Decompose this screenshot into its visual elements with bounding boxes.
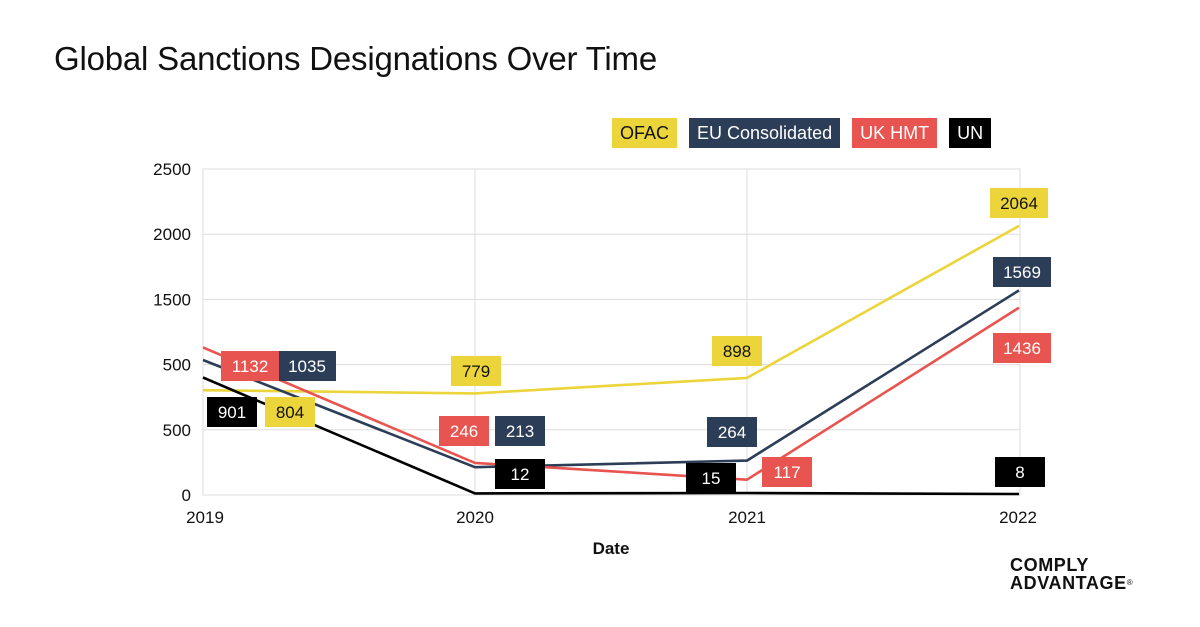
- data-label-box-uk-hmt: [439, 416, 489, 446]
- data-label-box-un: [207, 397, 257, 427]
- series-line-uk-hmt: [202, 306, 1020, 482]
- plot-frame: [202, 168, 1021, 496]
- data-label-uk-hmt: 1132: [232, 357, 269, 376]
- data-label-ofac: 779: [462, 362, 490, 381]
- brand-logo: COMPLY ADVANTAGE®: [1010, 556, 1133, 592]
- data-label-ofac: 898: [723, 342, 751, 361]
- x-tick-label: 2019: [186, 508, 224, 527]
- data-label-eu-consolidated: 213: [506, 422, 534, 441]
- x-tick-label: 2021: [728, 508, 766, 527]
- x-tick-label: 2020: [456, 508, 494, 527]
- registered-mark: ®: [1126, 578, 1134, 587]
- chart-title: Global Sanctions Designations Over Time: [54, 40, 657, 77]
- data-label-uk-hmt: 246: [450, 422, 478, 441]
- data-label-un: 901: [218, 403, 246, 422]
- y-tick-label: 2000: [153, 225, 191, 244]
- data-label-un: 12: [511, 465, 530, 484]
- data-label-box-ofac: [451, 356, 501, 386]
- y-tick-label: 0: [182, 486, 191, 505]
- data-label-uk-hmt: 1436: [1003, 339, 1041, 358]
- data-label-un: 8: [1015, 463, 1024, 482]
- legend-ofac: OFAC: [612, 118, 678, 148]
- y-tick-label: 500: [163, 421, 191, 440]
- series-line-eu-consolidated: [202, 289, 1020, 469]
- series-line-ofac: [202, 224, 1020, 395]
- legend-un: UN: [949, 118, 992, 148]
- data-label-uk-hmt: 117: [773, 463, 800, 482]
- y-tick-label: 500: [163, 356, 191, 375]
- data-label-eu-consolidated: 1569: [1003, 263, 1041, 282]
- data-label-box-un: [686, 463, 736, 493]
- data-label-eu-consolidated: 1035: [288, 357, 326, 376]
- data-label-un: 15: [702, 469, 721, 488]
- x-axis-label: Date: [593, 539, 630, 558]
- y-tick-label: 1500: [153, 290, 191, 309]
- data-label-box-ofac: [712, 336, 762, 366]
- data-label-ofac: 2064: [1000, 194, 1038, 213]
- legend: OFAC EU Consolidated UK HMT UN: [612, 118, 992, 148]
- data-label-ofac: 804: [276, 403, 304, 422]
- data-label-box-ofac: [990, 188, 1048, 218]
- data-label-eu-consolidated: 264: [718, 423, 746, 442]
- y-tick-label: 2500: [153, 160, 191, 179]
- data-label-box-eu-consolidated: [495, 416, 545, 446]
- data-label-box-uk-hmt: [993, 333, 1051, 363]
- data-label-box-uk-hmt: [762, 457, 812, 487]
- data-label-box-ofac: [265, 397, 315, 427]
- data-label-box-eu-consolidated: [278, 351, 336, 381]
- legend-uk-hmt: UK HMT: [852, 118, 938, 148]
- brand-line-2: ADVANTAGE: [1010, 573, 1127, 593]
- series-line-un: [202, 376, 1020, 496]
- data-label-box-eu-consolidated: [993, 257, 1051, 287]
- brand-line-1: COMPLY: [1010, 555, 1089, 575]
- data-label-box-eu-consolidated: [707, 417, 757, 447]
- data-label-box-un: [495, 459, 545, 489]
- legend-eu-consolidated: EU Consolidated: [689, 118, 841, 148]
- data-label-box-uk-hmt: [221, 351, 279, 381]
- x-tick-label: 2022: [999, 508, 1037, 527]
- data-label-box-un: [995, 457, 1045, 487]
